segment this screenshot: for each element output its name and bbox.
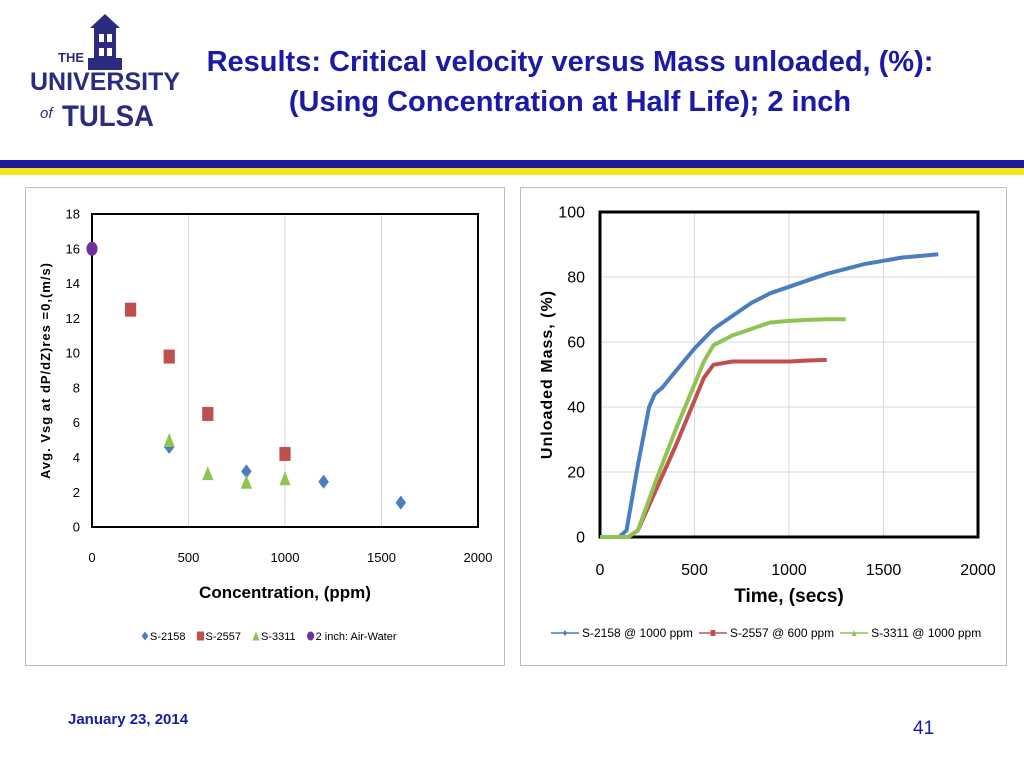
svg-text:THE: THE bbox=[58, 50, 84, 65]
x-tick-label: 2000 bbox=[960, 562, 996, 579]
legend-label: S-3311 bbox=[261, 631, 296, 643]
svg-text:of: of bbox=[40, 105, 54, 122]
series-line bbox=[600, 317, 846, 539]
x-tick-label: 1500 bbox=[367, 550, 396, 565]
legend-label: S-2158 @ 1000 ppm bbox=[582, 626, 693, 640]
y-tick-label: 80 bbox=[567, 270, 585, 287]
legend-marker bbox=[141, 631, 149, 641]
legend-item: S-3311 bbox=[252, 631, 296, 643]
legend-marker bbox=[196, 631, 205, 641]
y-tick-label: 10 bbox=[66, 346, 80, 361]
legend: S-2158 S-2557 S-3311 2 inch: Air-Water bbox=[141, 631, 397, 643]
data-point bbox=[395, 495, 407, 510]
data-point bbox=[279, 471, 291, 486]
series-s-2557-600-ppm bbox=[600, 357, 827, 539]
data-point bbox=[202, 466, 214, 481]
data-point bbox=[86, 241, 98, 256]
y-tick-label: 16 bbox=[66, 241, 80, 256]
slide-title: Results: Critical velocity versus Mass u… bbox=[130, 42, 1010, 122]
footer-date: January 23, 2014 bbox=[68, 711, 189, 728]
series-line bbox=[600, 252, 939, 539]
legend-item: S-2158 bbox=[141, 631, 185, 643]
slide-title-line-1: Results: Critical velocity versus Mass u… bbox=[206, 46, 934, 78]
data-point bbox=[318, 474, 329, 489]
y-axis-title: Avg. Vsg at dP/dZ)res =0,(m/s) bbox=[38, 262, 53, 479]
legend-marker bbox=[252, 631, 260, 641]
chart-panel-right: 0 500 1000 1500 2000 0 20 40 60 80 100 Time, (secs)… bbox=[520, 187, 1007, 666]
x-tick-label: 500 bbox=[681, 562, 708, 579]
x-axis-title: Concentration, (ppm) bbox=[199, 583, 371, 602]
slide-title-line-2: (Using Concentration at Half Life); 2 in… bbox=[288, 86, 852, 118]
series-s-2557 bbox=[125, 302, 291, 461]
series-s-3311 bbox=[163, 433, 291, 489]
legend-item: S-2158 @ 1000 ppm bbox=[551, 626, 693, 640]
x-tick-label: 2000 bbox=[464, 550, 493, 565]
y-tick-label: 0 bbox=[73, 520, 80, 535]
series-s-3311-1000-ppm bbox=[600, 317, 846, 539]
legend-item: S-2557 bbox=[196, 631, 241, 643]
y-tick-label: 14 bbox=[66, 276, 80, 291]
data-point bbox=[240, 474, 252, 489]
y-tick-label: 0 bbox=[576, 530, 585, 547]
series-s-2158-1000-ppm bbox=[600, 252, 939, 539]
legend: S-2158 @ 1000 ppm S-2557 @ 600 ppm S-3311 … bbox=[551, 626, 981, 640]
legend-item: 2 inch: Air-Water bbox=[307, 631, 397, 643]
data-point bbox=[163, 433, 175, 448]
data-point bbox=[241, 464, 252, 479]
legend-item: S-2557 @ 600 ppm bbox=[698, 626, 834, 640]
legend-marker bbox=[710, 630, 716, 636]
y-tick-label: 12 bbox=[66, 311, 80, 326]
plot-area-frame bbox=[598, 210, 980, 539]
page-number: 41 bbox=[913, 718, 935, 739]
y-axis-title: Unloaded Mass, (%) bbox=[539, 290, 556, 459]
svg-text:UNIVERSITY: UNIVERSITY bbox=[30, 68, 180, 96]
legend-item: S-3311 @ 1000 ppm bbox=[840, 626, 981, 640]
data-point bbox=[163, 349, 175, 364]
x-tick-label: 1500 bbox=[866, 562, 902, 579]
plot-area-frame bbox=[91, 213, 479, 528]
data-point bbox=[125, 302, 137, 317]
x-tick-label: 0 bbox=[596, 562, 605, 579]
data-point bbox=[202, 406, 214, 421]
y-tick-label: 2 bbox=[73, 485, 80, 500]
svg-text:TULSA: TULSA bbox=[62, 100, 154, 133]
x-axis-title: Time, (secs) bbox=[734, 586, 843, 607]
legend-label: S-3311 @ 1000 ppm bbox=[871, 626, 981, 640]
legend-label: S-2557 bbox=[205, 631, 240, 643]
x-tick-label: 1000 bbox=[271, 550, 300, 565]
x-tick-label: 500 bbox=[178, 550, 200, 565]
y-tick-label: 8 bbox=[73, 380, 80, 395]
line-chart-unloaded-mass: 0 500 1000 1500 2000 0 20 40 60 80 100 Time, (secs)… bbox=[539, 205, 996, 640]
university-logo: THE UNIVERSITY of TULSA bbox=[28, 12, 188, 142]
legend-marker bbox=[307, 631, 315, 641]
legend-label: S-2158 bbox=[150, 631, 185, 643]
y-tick-label: 60 bbox=[567, 335, 585, 352]
series-2-inch-air-water bbox=[86, 241, 98, 256]
legend-label: 2 inch: Air-Water bbox=[316, 631, 397, 643]
x-tick-label: 1000 bbox=[771, 562, 807, 579]
legend-marker bbox=[562, 630, 568, 636]
legend-marker bbox=[851, 630, 857, 636]
y-tick-label: 20 bbox=[567, 465, 585, 482]
y-tick-label: 100 bbox=[558, 205, 585, 222]
header-rule-blue bbox=[0, 160, 1024, 168]
series-line bbox=[600, 357, 827, 539]
x-tick-label: 0 bbox=[88, 550, 95, 565]
scatter-chart-critical-velocity: 0 500 1000 1500 2000 0 2 4 6 8 10 12 14 16 18 Concentra… bbox=[38, 207, 493, 643]
data-point bbox=[279, 446, 291, 461]
header-rule-yellow bbox=[0, 168, 1024, 175]
y-tick-label: 6 bbox=[73, 415, 80, 430]
legend-label: S-2557 @ 600 ppm bbox=[730, 626, 834, 640]
y-tick-label: 18 bbox=[66, 207, 80, 222]
y-tick-label: 40 bbox=[567, 400, 585, 417]
y-tick-label: 4 bbox=[73, 450, 80, 465]
chart-panel-left: 0 500 1000 1500 2000 0 2 4 6 8 10 12 14 16 18 Concentra… bbox=[25, 187, 505, 666]
